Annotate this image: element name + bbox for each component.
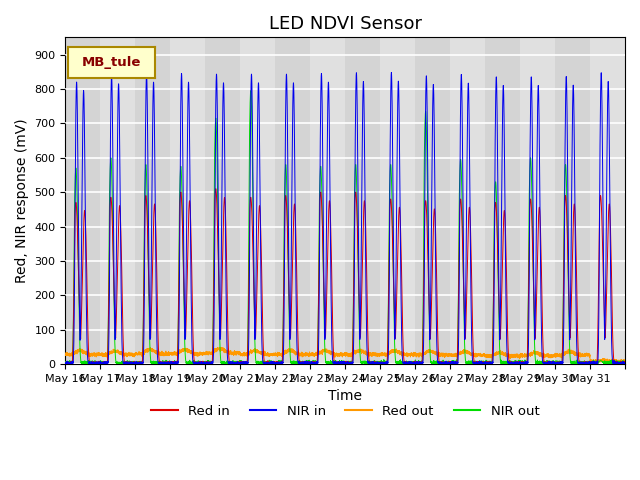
Bar <box>310 37 345 364</box>
Bar <box>415 37 450 364</box>
Y-axis label: Red, NIR response (mV): Red, NIR response (mV) <box>15 119 29 283</box>
Bar <box>485 37 520 364</box>
Bar <box>100 37 135 364</box>
Bar <box>65 37 100 364</box>
Bar <box>590 37 625 364</box>
Bar <box>450 37 485 364</box>
Bar <box>205 37 240 364</box>
Bar <box>555 37 590 364</box>
Bar <box>135 37 170 364</box>
Bar <box>170 37 205 364</box>
Bar <box>520 37 555 364</box>
Bar <box>345 37 380 364</box>
X-axis label: Time: Time <box>328 389 362 403</box>
Bar <box>240 37 275 364</box>
Legend: Red in, NIR in, Red out, NIR out: Red in, NIR in, Red out, NIR out <box>146 399 545 423</box>
Bar <box>380 37 415 364</box>
Bar <box>275 37 310 364</box>
Title: LED NDVI Sensor: LED NDVI Sensor <box>269 15 422 33</box>
